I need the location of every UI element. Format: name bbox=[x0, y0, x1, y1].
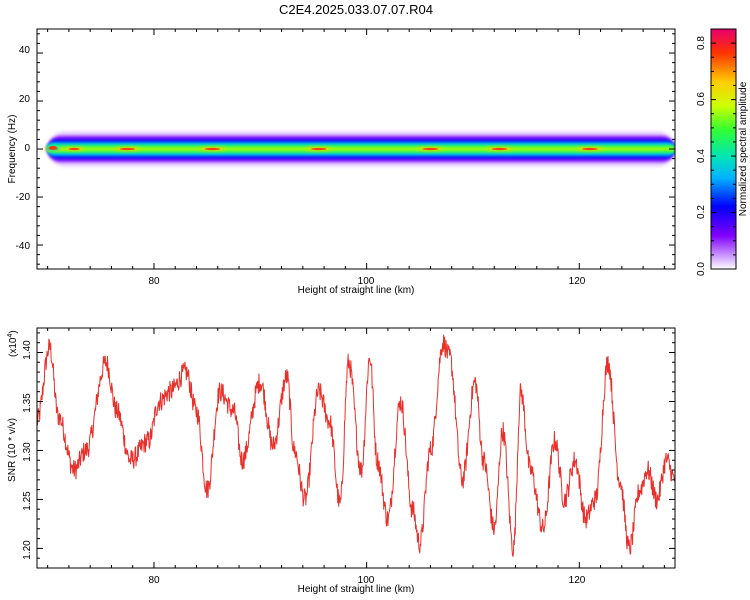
colorbar-ticks bbox=[711, 42, 736, 270]
spectrogram-hotspot-core bbox=[204, 147, 221, 151]
spectrogram-hotspot-core bbox=[119, 147, 136, 151]
spectrogram-band bbox=[42, 131, 675, 167]
colorbar-tick-0.8: 0.8 bbox=[696, 36, 707, 50]
top-y-tick-minus40: -40 bbox=[16, 241, 31, 252]
top-y-tick-20: 20 bbox=[19, 94, 31, 105]
snr-ticks bbox=[37, 328, 675, 569]
spectrogram-hotspot-core bbox=[311, 147, 327, 151]
bottom-y-tick-1.20: 1.20 bbox=[22, 540, 33, 560]
colorbar-tick-0.0: 0.0 bbox=[696, 262, 707, 276]
bottom-x-axis-label: Height of straight line (km) bbox=[298, 584, 415, 595]
spectrogram-hotspot-core bbox=[491, 147, 508, 151]
top-x-tick-100: 100 bbox=[358, 276, 375, 287]
top-y-tick-0: 0 bbox=[24, 143, 30, 154]
bottom-y-tick-1.35: 1.35 bbox=[22, 393, 33, 413]
bottom-y-tick-1.40: 1.40 bbox=[22, 340, 33, 360]
spectrogram-hotspot-core bbox=[68, 147, 80, 151]
top-y-axis-label: Frequency (Hz) bbox=[7, 115, 18, 184]
top-x-axis-label: Height of straight line (km) bbox=[298, 285, 415, 296]
top-x-tick-120: 120 bbox=[569, 276, 586, 287]
colorbar: 0.0 0.2 0.4 0.6 0.8 Normalized spectral … bbox=[696, 28, 749, 276]
y-multiplier-close: ) bbox=[8, 330, 19, 333]
bottom-y-tick-1.30: 1.30 bbox=[22, 442, 33, 462]
spectrogram-ticks bbox=[37, 29, 675, 269]
snr-panel: 80 100 120 1.40 1.35 1.30 1.25 1.20 Heig… bbox=[7, 327, 676, 595]
top-y-tick-minus20: -20 bbox=[16, 192, 31, 203]
spectrogram-hotspot-core bbox=[582, 147, 598, 151]
top-x-tick-80: 80 bbox=[148, 276, 160, 287]
spectrogram-panel: 80 100 120 40 20 0 -20 -40 Height of str… bbox=[7, 28, 676, 296]
spectrogram-start-core bbox=[48, 146, 57, 150]
figure-title: C2E4.2025.033.07.07.R04 bbox=[279, 2, 433, 17]
bottom-x-tick-120: 120 bbox=[569, 575, 586, 586]
y-multiplier: (x104) bbox=[7, 330, 19, 357]
bottom-y-tick-1.25: 1.25 bbox=[22, 491, 33, 511]
spectrogram-hotspot-core bbox=[422, 147, 439, 151]
bottom-y-axis-label: SNR (10 * v/v) bbox=[7, 418, 18, 482]
colorbar-tick-0.4: 0.4 bbox=[696, 149, 707, 163]
colorbar-tick-0.6: 0.6 bbox=[696, 92, 707, 106]
colorbar-tick-0.2: 0.2 bbox=[696, 205, 707, 219]
colorbar-label: Normalized spectral amplitude bbox=[738, 81, 749, 216]
colorbar-gradient bbox=[710, 28, 737, 270]
bottom-x-tick-80: 80 bbox=[148, 575, 160, 586]
y-multiplier-base: (x10 bbox=[8, 337, 19, 357]
top-y-tick-40: 40 bbox=[19, 45, 31, 56]
snr-frame bbox=[36, 327, 676, 569]
y-multiplier-exponent: 4 bbox=[7, 334, 14, 338]
bottom-x-tick-100: 100 bbox=[358, 575, 375, 586]
snr-series-line bbox=[37, 334, 675, 557]
